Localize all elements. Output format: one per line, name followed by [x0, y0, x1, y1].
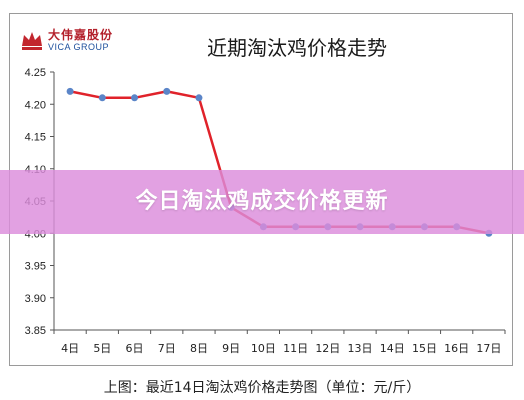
company-logo: 大伟嘉股份 VICA GROUP — [20, 26, 130, 56]
x-tick-label: 9日 — [222, 342, 240, 355]
x-tick-label: 14日 — [380, 342, 405, 355]
x-tick-label: 11日 — [283, 342, 308, 355]
data-point — [131, 94, 139, 102]
x-tick-label: 5日 — [93, 342, 111, 355]
x-tick-label: 4日 — [61, 342, 79, 355]
x-tick-label: 12日 — [315, 342, 340, 355]
x-tick-label: 6日 — [126, 342, 144, 355]
logo-name-en: VICA GROUP — [48, 42, 110, 52]
data-point — [163, 87, 171, 95]
data-point — [66, 87, 74, 95]
y-tick-label: 3.95 — [25, 261, 46, 273]
chart-caption: 上图：最近14日淘汰鸡价格走势图（单位：元/斤） — [103, 380, 421, 396]
x-tick-label: 10日 — [251, 342, 276, 355]
data-point — [98, 94, 106, 102]
y-tick-label: 4.15 — [25, 132, 46, 144]
y-tick-label: 4.25 — [25, 67, 46, 79]
crown-logo-icon — [22, 32, 42, 50]
x-tick-label: 16日 — [444, 342, 469, 355]
x-tick-label: 17日 — [476, 342, 501, 355]
y-tick-label: 3.90 — [25, 293, 46, 305]
x-tick-label: 7日 — [158, 342, 176, 355]
x-tick-label: 13日 — [348, 342, 373, 355]
y-tick-label: 4.20 — [25, 99, 46, 111]
logo-name-cn: 大伟嘉股份 — [48, 28, 114, 42]
chart-title: 近期淘汰鸡价格走势 — [207, 36, 387, 60]
x-tick-label: 15日 — [412, 342, 437, 355]
y-tick-label: 3.85 — [25, 325, 46, 337]
title-banner — [0, 170, 524, 234]
banner-title: 今日淘汰鸡成交价格更新 — [135, 189, 389, 214]
data-point — [195, 94, 203, 102]
x-tick-label: 8日 — [190, 342, 208, 355]
